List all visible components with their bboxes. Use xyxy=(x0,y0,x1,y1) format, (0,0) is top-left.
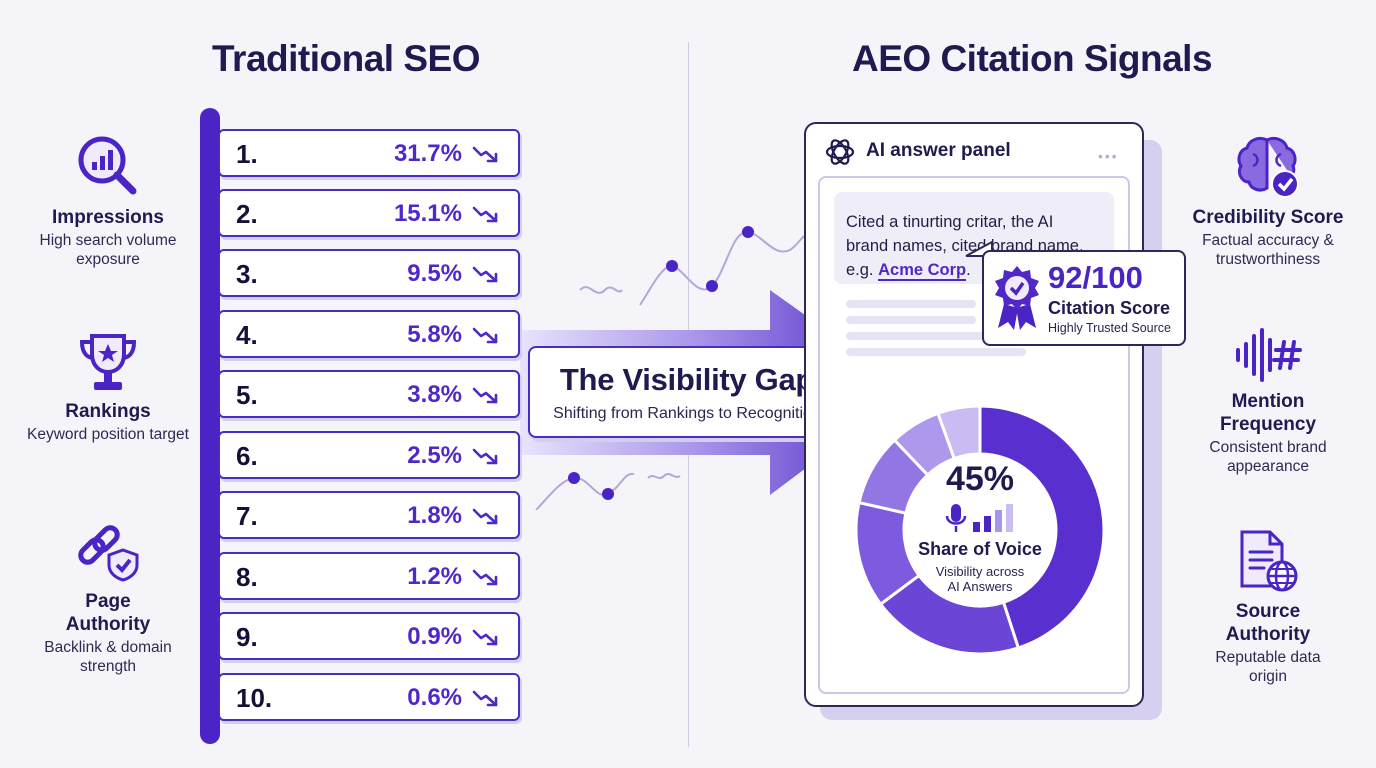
text-placeholder xyxy=(846,316,976,324)
right-heading: AEO Citation Signals xyxy=(852,38,1213,79)
ai-logo-icon xyxy=(825,139,855,165)
trend-down-icon xyxy=(472,629,498,646)
link-shield-icon xyxy=(78,525,139,582)
panel-menu-dots[interactable]: ••• xyxy=(1098,148,1119,164)
text-placeholder xyxy=(846,332,1062,340)
share-of-voice-donut xyxy=(854,404,1106,656)
metric-source-authority: Source Authority Reputable data origin xyxy=(1173,528,1363,686)
ranking-row: 4. 5.8% xyxy=(218,310,520,358)
metric-page-authority: Page Authority Backlink & domain strengt… xyxy=(13,522,203,676)
rank-number: 8. xyxy=(236,562,258,592)
donut-segment xyxy=(936,404,982,461)
metric-title: Mention Frequency xyxy=(1219,391,1317,435)
rank-ctr: 1.8% xyxy=(407,502,462,529)
rank-ctr: 0.6% xyxy=(407,684,462,711)
trend-down-icon xyxy=(472,690,498,707)
share-of-voice-value: 45% xyxy=(945,460,1015,498)
ranking-row: 6. 2.5% xyxy=(218,431,520,479)
citation-score-card: 92/100 Citation Score Highly Trusted Sou… xyxy=(982,250,1186,346)
ranking-row: 3. 9.5% xyxy=(218,249,520,297)
ranking-row: 8. 1.2% xyxy=(218,552,520,600)
metric-title: Page Authority xyxy=(65,591,151,635)
rank-number: 5. xyxy=(236,380,258,410)
ranking-row: 2. 15.1% xyxy=(218,189,520,237)
metric-credibility-score: Credibility Score Factual accuracy & tru… xyxy=(1173,134,1363,269)
metric-desc: Factual accuracy & trustworthiness xyxy=(1202,232,1334,268)
gap-title: The Visibility Gap xyxy=(559,362,815,397)
metric-desc: Keyword position target xyxy=(27,426,189,443)
metric-impressions: Impressions High search volume exposure xyxy=(13,134,203,269)
rank-ctr: 5.8% xyxy=(407,321,462,348)
rank-ctr: 31.7% xyxy=(393,140,462,167)
rank-ctr: 3.8% xyxy=(407,381,462,408)
sound-hashtag-icon xyxy=(1236,328,1302,382)
metric-title: Impressions xyxy=(52,207,164,228)
rank-ctr: 9.5% xyxy=(407,260,462,287)
rank-number: 1. xyxy=(236,139,258,169)
trend-down-icon xyxy=(472,146,498,163)
score-label: Citation Score xyxy=(1048,298,1171,318)
left-heading: Traditional SEO xyxy=(212,38,481,79)
trend-down-icon xyxy=(472,206,498,223)
metric-title: Credibility Score xyxy=(1192,207,1344,228)
text-placeholder xyxy=(846,348,1026,356)
metric-desc: Backlink & domain strength xyxy=(44,639,172,675)
metric-desc: Consistent brand appearance xyxy=(1209,439,1327,475)
mic-signal-icon xyxy=(945,504,1013,532)
score-value: 92/100 xyxy=(1048,260,1143,295)
document-globe-icon xyxy=(1240,530,1298,592)
brain-check-icon xyxy=(1237,136,1299,198)
share-of-voice-label: Share of Voice xyxy=(918,539,1042,559)
award-badge-icon xyxy=(995,266,1039,330)
rank-number: 9. xyxy=(236,622,258,652)
ranking-rail xyxy=(200,108,220,744)
rank-number: 4. xyxy=(236,320,258,350)
metric-mention-frequency: Mention Frequency Consistent brand appea… xyxy=(1173,326,1363,476)
cited-brand[interactable]: Acme Corp xyxy=(878,261,967,281)
rank-ctr: 2.5% xyxy=(407,442,462,469)
ranking-row: 7. 1.8% xyxy=(218,491,520,539)
rank-number: 10. xyxy=(236,683,273,713)
trophy-icon xyxy=(79,334,137,390)
panel-title: AI answer panel xyxy=(866,140,1011,161)
rank-ctr: 0.9% xyxy=(407,623,462,650)
trend-down-icon xyxy=(472,266,498,283)
rank-number: 6. xyxy=(236,441,258,471)
metric-title: Source Authority xyxy=(1225,601,1311,645)
ranking-row: 10. 0.6% xyxy=(218,673,520,721)
trend-down-icon xyxy=(472,387,498,404)
donut-segment-brand xyxy=(978,404,1106,650)
answer-example: e.g. Acme Corp. xyxy=(846,261,971,281)
visibility-gap-card: The Visibility Gap Shifting from Ranking… xyxy=(528,346,846,438)
trend-down-icon xyxy=(472,569,498,586)
metric-rankings: Rankings Keyword position target xyxy=(13,332,203,444)
metric-desc: High search volume exposure xyxy=(39,232,177,268)
text-placeholder xyxy=(846,300,976,308)
answer-line: Cited a tinurting critar, the AI xyxy=(846,213,1054,231)
rank-number: 3. xyxy=(236,259,258,289)
ranking-row: 9. 0.9% xyxy=(218,612,520,660)
rank-number: 7. xyxy=(236,501,258,531)
ranking-row: 5. 3.8% xyxy=(218,370,520,418)
magnifier-chart-icon xyxy=(78,136,137,195)
trend-down-icon xyxy=(472,327,498,344)
score-sub: Highly Trusted Source xyxy=(1048,321,1171,335)
ranking-row: 1. 31.7% xyxy=(218,129,520,177)
metric-desc: Reputable data origin xyxy=(1215,649,1321,685)
metric-title: Rankings xyxy=(65,401,151,422)
trend-down-icon xyxy=(472,448,498,465)
gap-subtitle: Shifting from Rankings to Recognition xyxy=(553,405,821,422)
trend-down-icon xyxy=(472,508,498,525)
rank-ctr: 1.2% xyxy=(407,563,462,590)
share-of-voice-sub: Visibility across AI Answers xyxy=(935,564,1025,594)
rank-ctr: 15.1% xyxy=(393,200,462,227)
rank-number: 2. xyxy=(236,199,258,229)
